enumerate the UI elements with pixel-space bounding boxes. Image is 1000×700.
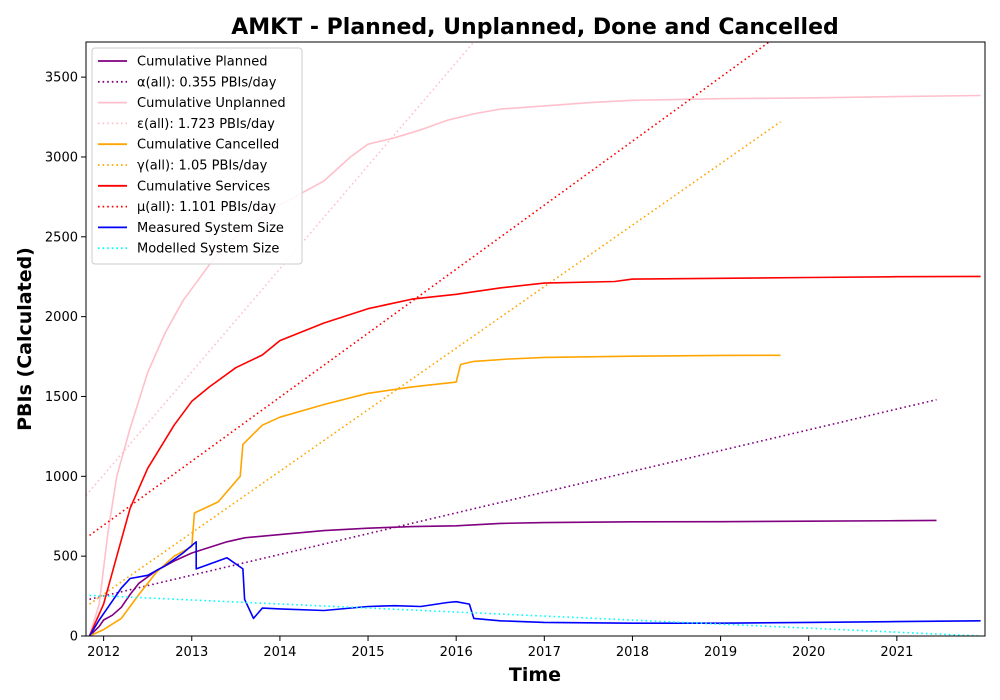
y-tick-label: 3000	[45, 150, 78, 165]
y-axis-label: PBIs (Calculated)	[14, 247, 36, 431]
legend-label: Cumulative Services	[137, 179, 270, 194]
legend-box	[91, 47, 303, 265]
x-axis-label: Time	[509, 664, 561, 686]
series-line-9	[88, 540, 981, 636]
y-tick-label: 3500	[45, 71, 78, 86]
series-line-4	[86, 42, 475, 497]
x-tick-label: 2013	[175, 645, 208, 660]
x-tick-label: 2021	[880, 645, 913, 660]
series-line-5	[89, 354, 781, 636]
legend-label: μ(all): 1.101 PBIs/day	[137, 200, 276, 215]
x-axis-ticks: 2012 2013 2014 2015 2016 2017 2018 2019 2020 2021	[87, 636, 913, 660]
legend-label: Measured System Size	[137, 221, 284, 236]
series-line-3	[88, 94, 981, 636]
x-tick-label: 2020	[792, 645, 825, 660]
legend-label: ε(all): 1.723 PBIs/day	[137, 117, 275, 132]
series-line-1	[88, 519, 937, 636]
x-tick-label: 2014	[263, 645, 296, 660]
legend-label: Modelled System Size	[137, 242, 279, 257]
y-tick-label: 1000	[45, 470, 78, 485]
series-line-10	[89, 594, 981, 636]
y-tick-label: 1500	[45, 390, 78, 405]
legend-label: α(all): 0.355 PBIs/day	[137, 75, 277, 90]
y-axis-ticks: 0 500 1000 1500 2000 2500 3000 3500	[45, 71, 86, 645]
series-line-8	[89, 42, 770, 537]
legend-label: γ(all): 1.05 PBIs/day	[137, 159, 268, 174]
series-layer	[86, 42, 981, 636]
chart-title: AMKT - Planned, Unplanned, Done and Canc…	[231, 15, 839, 40]
plot-frame	[85, 41, 986, 637]
legend-label: Cumulative Unplanned	[137, 96, 286, 111]
legend: Cumulative Planned α(all): 0.355 PBIs/day…	[91, 47, 303, 265]
x-tick-label: 2019	[704, 645, 737, 660]
x-tick-label: 2018	[616, 645, 649, 660]
x-tick-label: 2012	[87, 645, 120, 660]
x-tick-label: 2015	[351, 645, 384, 660]
legend-label: Cumulative Cancelled	[137, 138, 279, 153]
x-tick-label: 2016	[440, 645, 473, 660]
series-line-7	[88, 275, 981, 636]
y-tick-label: 2500	[45, 230, 78, 245]
legend-label: Cumulative Planned	[137, 55, 267, 70]
y-tick-label: 2000	[45, 310, 78, 325]
y-tick-label: 0	[70, 630, 78, 645]
y-tick-label: 500	[53, 550, 78, 565]
x-tick-label: 2017	[528, 645, 561, 660]
